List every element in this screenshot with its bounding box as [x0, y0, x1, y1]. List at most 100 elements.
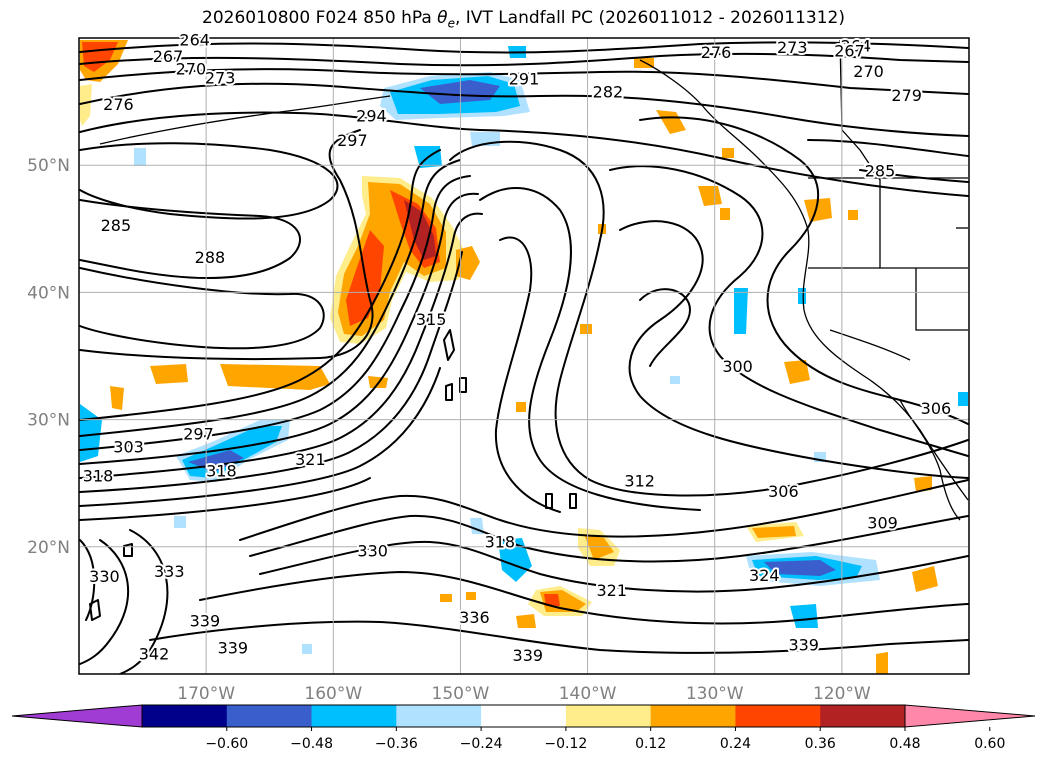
colorbar-tick-label: −0.24: [460, 736, 503, 752]
contour-label-halo: 264: [179, 30, 210, 49]
contour-line: [149, 620, 969, 654]
contour-line: [639, 116, 969, 425]
contour-label-halo: 336: [459, 608, 490, 627]
contour-label: 264: [179, 30, 210, 49]
colorbar-box: [565, 705, 652, 727]
contour-label-halo: 273: [777, 38, 808, 57]
colorbar-box: [481, 705, 567, 727]
contour-line: [123, 543, 133, 557]
title-suffix: , IVT Landfall PC (2026011012 - 20260113…: [454, 8, 845, 28]
colorbar-tick-label: −0.48: [290, 736, 333, 752]
axis-ticks: 170°W 160°W 150°W 140°W 130°W 120°W 20°N 30°N 40…: [27, 156, 871, 704]
contour-label-halo: 267: [834, 42, 865, 61]
contour-label-halo: 318: [83, 467, 114, 486]
contour-label-halo: 279: [891, 86, 922, 105]
contour-line: [79, 212, 483, 479]
shade-region: [752, 526, 796, 538]
shade-region: [876, 652, 888, 674]
colorbar-tick-label: −0.36: [375, 736, 418, 752]
contour-label: 297: [183, 425, 214, 444]
contour-label: 339: [513, 646, 544, 665]
contour-line: [79, 175, 471, 451]
shade-region: [302, 644, 312, 654]
contour-line: [609, 165, 969, 457]
contour-label-halo: 276: [701, 43, 732, 62]
shade-region: [466, 592, 476, 600]
lon-tick-label: 150°W: [432, 684, 490, 704]
shade-region: [698, 186, 722, 206]
contour-label-halo: 318: [485, 533, 516, 552]
contour-label: 270: [853, 62, 884, 81]
contour-label-halo: 324: [749, 566, 780, 585]
colorbar-extend-high: [904, 704, 1036, 728]
lon-tick-label: 160°W: [304, 684, 362, 704]
shade-region: [134, 148, 146, 166]
map-title: 2026010800 F024 850 hPa θe, IVT Landfall…: [0, 8, 1047, 30]
contour-label-halo: 321: [295, 450, 326, 469]
contour-label: 321: [596, 581, 627, 600]
shade-region: [516, 402, 526, 412]
contour-label: 339: [190, 612, 221, 631]
contour-line: [79, 199, 301, 279]
colorbar-tick-label: 0.12: [635, 736, 666, 752]
state-border: [915, 268, 968, 331]
contour-label: 330: [89, 567, 120, 586]
contour-label: 306: [921, 399, 952, 418]
colorbar-tick-label: 0.24: [720, 736, 751, 752]
contour-label: 324: [749, 566, 780, 585]
contour-label-halo: 303: [113, 437, 144, 456]
contour-line: [79, 82, 969, 137]
colorbar-box: [142, 705, 228, 727]
contour-line: [79, 68, 969, 95]
colorbar-tick-label: 0.36: [805, 736, 836, 752]
colorbar-tick-label: −0.60: [205, 736, 248, 752]
contour-label-halo: 315: [416, 310, 447, 329]
contour-label-halo: 318: [206, 461, 237, 480]
contour-label-halo: 339: [190, 612, 221, 631]
shade-region: [914, 476, 932, 492]
contour-label: 336: [459, 608, 490, 627]
plot-content: [79, 38, 969, 674]
contour-line: [89, 599, 101, 621]
state-border: [829, 329, 911, 361]
contour-label: 297: [337, 131, 368, 150]
shade-region: [722, 148, 734, 158]
contour-line: [807, 139, 969, 157]
contour-label: 288: [195, 248, 226, 267]
contour-line: [79, 149, 441, 421]
lon-tick-label: 120°W: [813, 684, 871, 704]
contour-label-halo: 300: [722, 357, 753, 376]
shade-region: [764, 560, 836, 576]
contour-label-halo: 339: [513, 646, 544, 665]
contour-label-halo: 342: [139, 645, 170, 664]
contour-label: 318: [206, 461, 237, 480]
contour-label: 312: [624, 472, 655, 491]
colorbar-box: [735, 705, 821, 727]
contour-line: [79, 477, 371, 521]
contour-label: 318: [485, 533, 516, 552]
contour-line: [79, 267, 325, 350]
contour-line: [449, 140, 969, 497]
shade-region: [580, 324, 592, 334]
contour-label: 282: [593, 82, 624, 101]
shade-region: [150, 364, 188, 384]
shade-region: [720, 208, 730, 220]
contour-label: 333: [154, 562, 185, 581]
contour-label-halo: 267: [153, 47, 184, 66]
colorbar-box: [396, 705, 482, 727]
lat-tick-label: 20°N: [27, 538, 70, 558]
shade-region: [544, 594, 560, 606]
contour-label: 276: [103, 95, 134, 114]
contour-label-halo: 339: [218, 638, 249, 657]
contour-line: [79, 142, 339, 220]
contour-label: 279: [891, 86, 922, 105]
contour-label: 306: [768, 482, 799, 501]
shade-region: [958, 392, 968, 406]
shade-region: [498, 538, 532, 582]
contour-label-halo: 333: [154, 562, 185, 581]
colorbar-tick-label: 0.48: [889, 736, 920, 752]
contour-line: [239, 479, 969, 541]
contour-label-halo: 306: [921, 399, 952, 418]
contour-line: [79, 539, 130, 665]
contour-line: [569, 493, 577, 509]
